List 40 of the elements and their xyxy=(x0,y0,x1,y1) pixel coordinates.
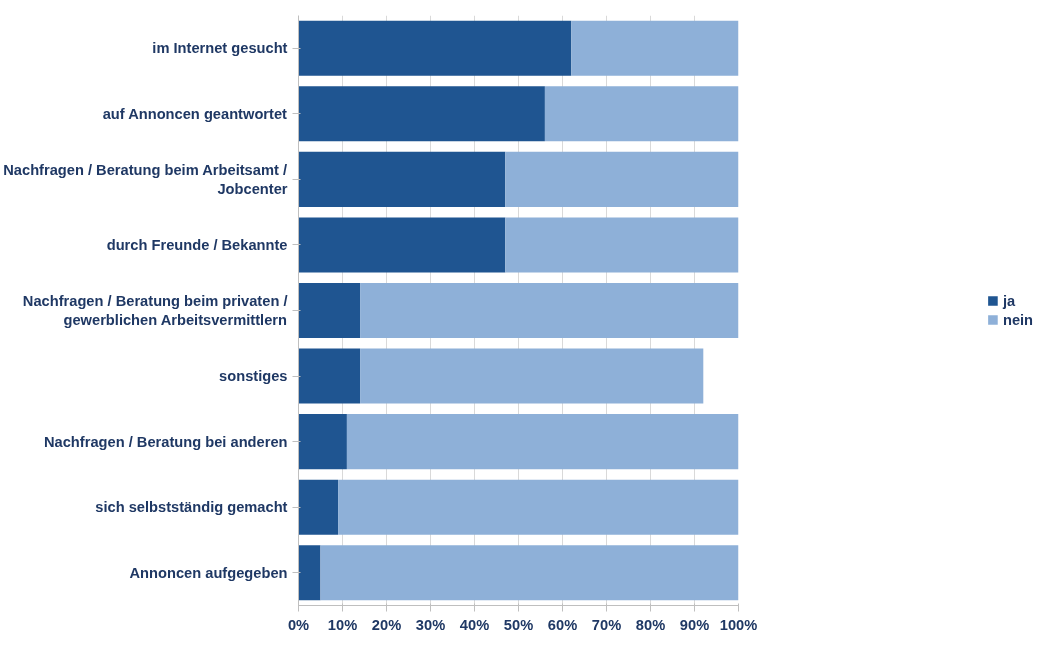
y-tick-label: Annoncen aufgegeben xyxy=(129,564,288,581)
bar xyxy=(360,282,739,339)
bar xyxy=(338,479,739,535)
bar xyxy=(298,282,361,339)
y-tick-label: sonstiges xyxy=(219,368,288,385)
bar xyxy=(298,414,347,470)
bar xyxy=(298,545,321,601)
x-tick-label: 0% xyxy=(287,616,310,633)
y-tick-label: Nachfragen / Beratung bei anderen xyxy=(43,433,288,450)
bar xyxy=(298,348,361,404)
bar xyxy=(505,217,739,273)
x-tick-label: 90% xyxy=(679,616,710,633)
legend-label: nein xyxy=(1002,311,1034,328)
bar xyxy=(571,20,739,76)
x-tick-label: 30% xyxy=(415,616,446,633)
bar xyxy=(346,414,739,470)
bar xyxy=(298,217,506,273)
bar xyxy=(298,86,545,142)
y-tick-label: auf Annoncen geantwortet xyxy=(102,105,288,122)
x-tick-label: 50% xyxy=(503,616,534,633)
bar xyxy=(298,20,572,76)
legend-label: ja xyxy=(1002,292,1017,309)
bar xyxy=(544,86,739,142)
x-tick-label: 60% xyxy=(547,616,578,633)
x-tick-label: 80% xyxy=(635,616,666,633)
bar xyxy=(298,151,506,207)
x-tick-label: 40% xyxy=(459,616,490,633)
y-tick-label: sich selbstständig gemacht xyxy=(95,499,288,516)
y-tick-label: durch Freunde / Bekannte xyxy=(106,236,288,253)
bar xyxy=(360,348,704,404)
y-tick-label: im Internet gesucht xyxy=(152,40,288,57)
y-tick-label: Nachfragen / Beratung beim privaten / gewerblichen Arbeitsvermittlern xyxy=(22,292,288,329)
x-tick-label: 10% xyxy=(327,616,358,633)
x-tick-label: 100% xyxy=(719,616,758,633)
x-tick-label: 70% xyxy=(591,616,622,633)
bar xyxy=(320,545,739,601)
bar xyxy=(505,151,739,207)
y-tick-label: Nachfragen / Beratung beim Arbeitsamt / Jobcenter xyxy=(3,161,288,197)
x-tick-label: 20% xyxy=(371,616,402,633)
bar xyxy=(298,479,339,535)
